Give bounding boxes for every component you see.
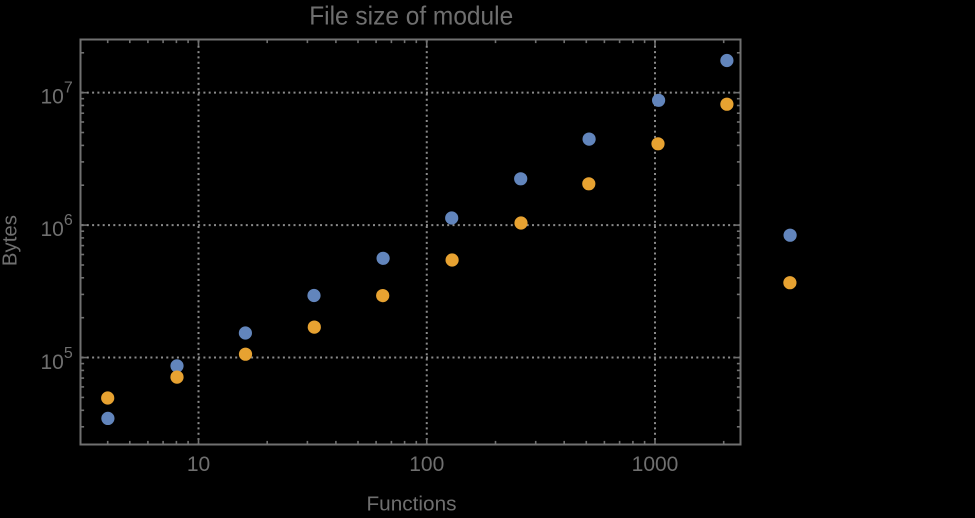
svg-text:Functions: Functions bbox=[367, 494, 457, 514]
svg-text:10: 10 bbox=[187, 453, 210, 476]
svg-text:Bytes: Bytes bbox=[0, 215, 22, 266]
svg-text:File size of module: File size of module bbox=[309, 0, 513, 30]
svg-text:1000: 1000 bbox=[632, 453, 679, 476]
svg-text:100: 100 bbox=[409, 453, 444, 476]
